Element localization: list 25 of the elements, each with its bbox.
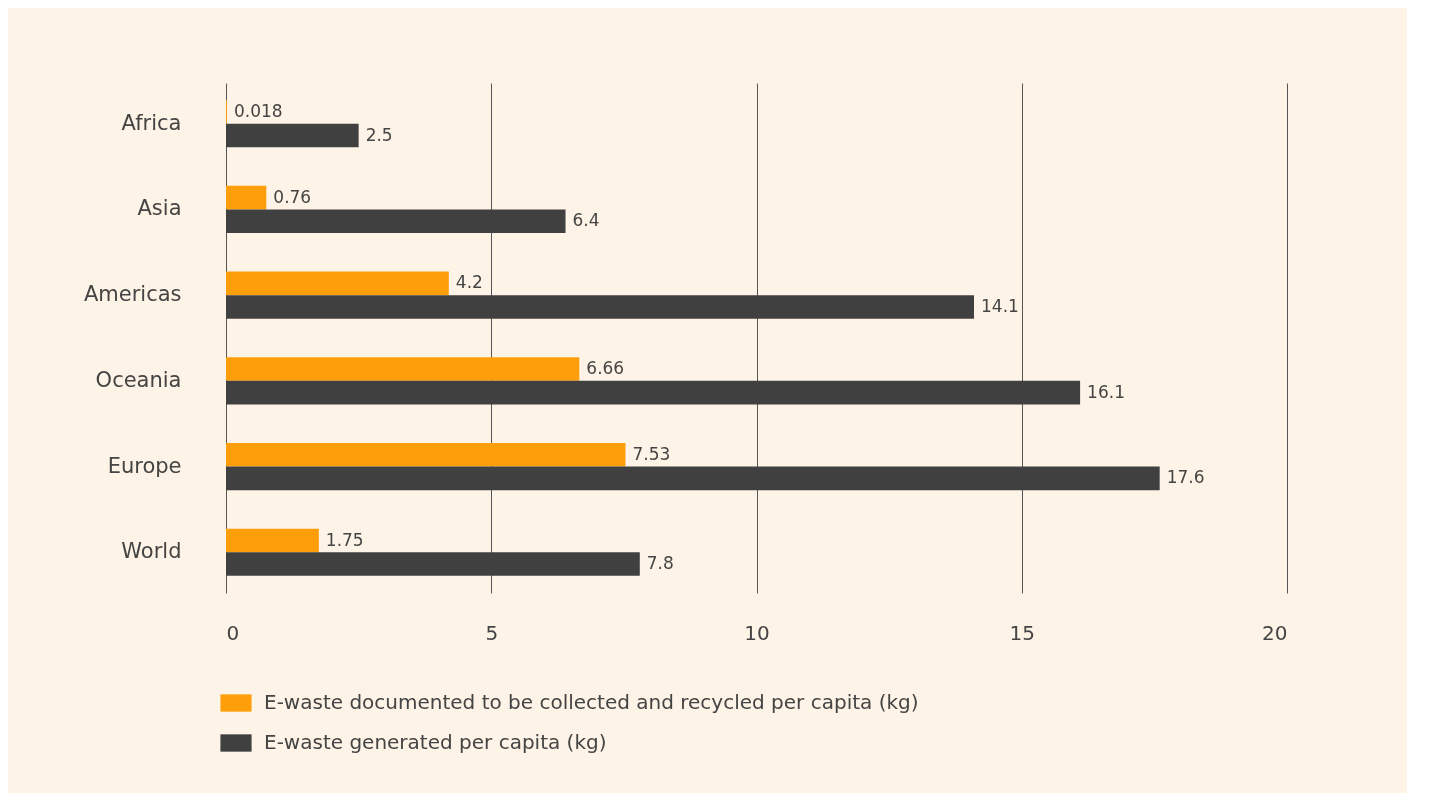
- data-label: 16.1: [1087, 381, 1125, 402]
- data-label: 7.53: [632, 443, 671, 464]
- x-tick-label: 15: [1009, 620, 1035, 645]
- legend-label: E-waste documented to be collected and recycled per capita (kg): [264, 690, 919, 714]
- y-tick-label: World: [121, 539, 182, 564]
- data-label: 17.6: [1166, 467, 1205, 488]
- y-tick-label: Oceania: [95, 367, 182, 392]
- data-label: 0.76: [273, 186, 312, 207]
- y-tick-label: Asia: [137, 196, 182, 221]
- x-tick-label: 5: [485, 620, 499, 645]
- data-label: 6.66: [586, 358, 625, 379]
- y-tick-label: Europe: [107, 453, 182, 478]
- y-tick-label: Africa: [121, 110, 182, 135]
- data-label: 4.2: [455, 272, 483, 293]
- data-label: 14.1: [981, 295, 1019, 316]
- x-tick-label: 20: [1262, 620, 1288, 645]
- x-tick-label: 10: [744, 620, 770, 645]
- x-tick-label: 0: [226, 620, 240, 645]
- legend-label: E-waste generated per capita (kg): [264, 730, 607, 754]
- data-label: 1.75: [325, 529, 364, 550]
- data-label: 2.5: [365, 124, 393, 145]
- data-label: 7.8: [646, 553, 674, 574]
- y-tick-label: Americas: [83, 282, 182, 307]
- data-label: 0.018: [233, 100, 283, 121]
- data-label: 6.4: [572, 210, 600, 231]
